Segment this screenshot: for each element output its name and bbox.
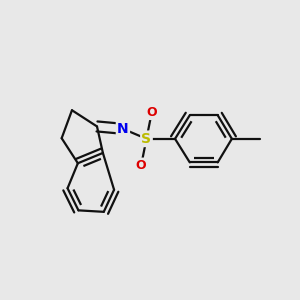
Text: S: S xyxy=(142,132,152,146)
Text: O: O xyxy=(136,159,146,172)
Text: O: O xyxy=(146,106,157,119)
Text: N: N xyxy=(117,122,129,136)
